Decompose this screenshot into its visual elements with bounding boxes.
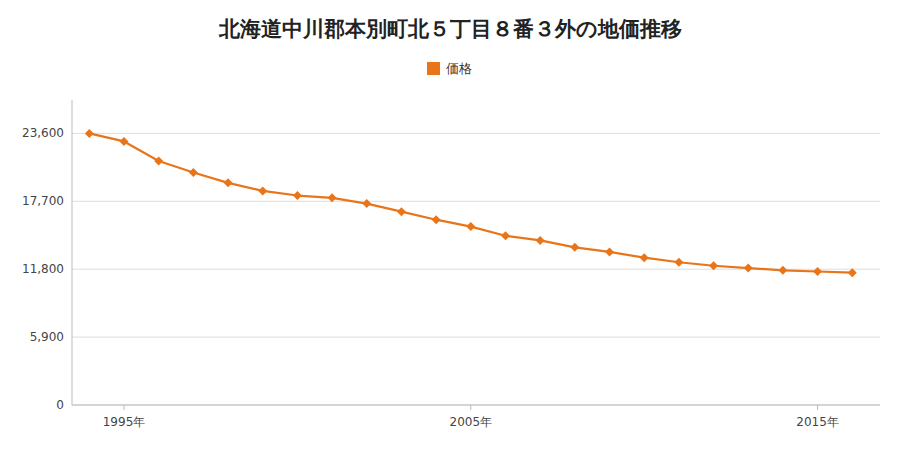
plot-area xyxy=(85,129,857,277)
marker xyxy=(536,236,545,245)
y-grid: 0 5,900 11,800 17,700 23,600 xyxy=(22,126,880,412)
marker xyxy=(120,137,129,146)
marker xyxy=(605,247,614,256)
marker xyxy=(154,157,163,166)
marker xyxy=(744,264,753,273)
legend: 価格 xyxy=(427,61,472,76)
x-tick xyxy=(124,405,125,410)
marker xyxy=(466,222,475,231)
line xyxy=(89,133,852,272)
legend-label: 価格 xyxy=(446,61,472,76)
y-tick-label: 23,600 xyxy=(22,126,64,140)
grid-line xyxy=(72,405,880,406)
marker xyxy=(501,231,510,240)
y-axis-line xyxy=(72,100,73,405)
y-tick-label: 0 xyxy=(56,398,64,412)
marker xyxy=(640,253,649,262)
y-tick-label: 17,700 xyxy=(22,194,64,208)
chart-root: 北海道中川郡本別町北５丁目８番３外の地価推移 0 5,900 11,800 17,700… xyxy=(0,0,900,450)
marker xyxy=(189,168,198,177)
marker xyxy=(224,178,233,187)
marker xyxy=(570,243,579,252)
y-tick-label: 5,900 xyxy=(30,330,64,344)
marker xyxy=(813,267,822,276)
marker xyxy=(85,129,94,138)
marker xyxy=(432,215,441,224)
x-tick-label: 2005年 xyxy=(450,415,493,429)
marker xyxy=(848,268,857,277)
x-axis: 1995年 2005年 2015年 xyxy=(103,405,839,429)
grid-line xyxy=(72,201,880,202)
chart-svg: 北海道中川郡本別町北５丁目８番３外の地価推移 0 5,900 11,800 17,700… xyxy=(0,0,900,450)
x-tick xyxy=(470,405,471,410)
x-tick-label: 2015年 xyxy=(796,415,839,429)
marker xyxy=(778,266,787,275)
marker xyxy=(674,258,683,267)
grid-line xyxy=(72,337,880,338)
grid-line xyxy=(72,133,880,134)
x-axis-line xyxy=(72,405,880,406)
marker xyxy=(328,193,337,202)
marker xyxy=(397,207,406,216)
marker xyxy=(258,186,267,195)
x-tick xyxy=(817,405,818,410)
title: 北海道中川郡本別町北５丁目８番３外の地価推移 xyxy=(218,17,682,41)
marker xyxy=(362,199,371,208)
legend-swatch xyxy=(427,62,440,75)
marker xyxy=(709,261,718,270)
x-tick-label: 1995年 xyxy=(103,415,146,429)
marker xyxy=(293,191,302,200)
y-tick-label: 11,800 xyxy=(22,262,64,276)
